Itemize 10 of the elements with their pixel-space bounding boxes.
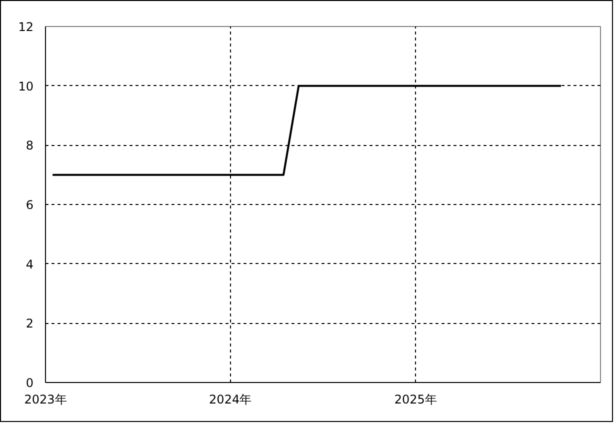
y-tick-label: 0 [26,376,34,390]
x-tick-label: 2025年 [394,392,437,406]
y-tick-label: 6 [26,198,34,212]
x-tick-label: 2024年 [209,392,252,406]
y-tick-label: 8 [26,138,34,153]
y-tick-label: 4 [26,257,34,272]
x-tick-label: 2023年 [24,392,67,406]
y-tick-label: 12 [18,20,34,34]
y-tick-label: 10 [18,79,34,94]
y-tick-label: 2 [26,316,34,331]
